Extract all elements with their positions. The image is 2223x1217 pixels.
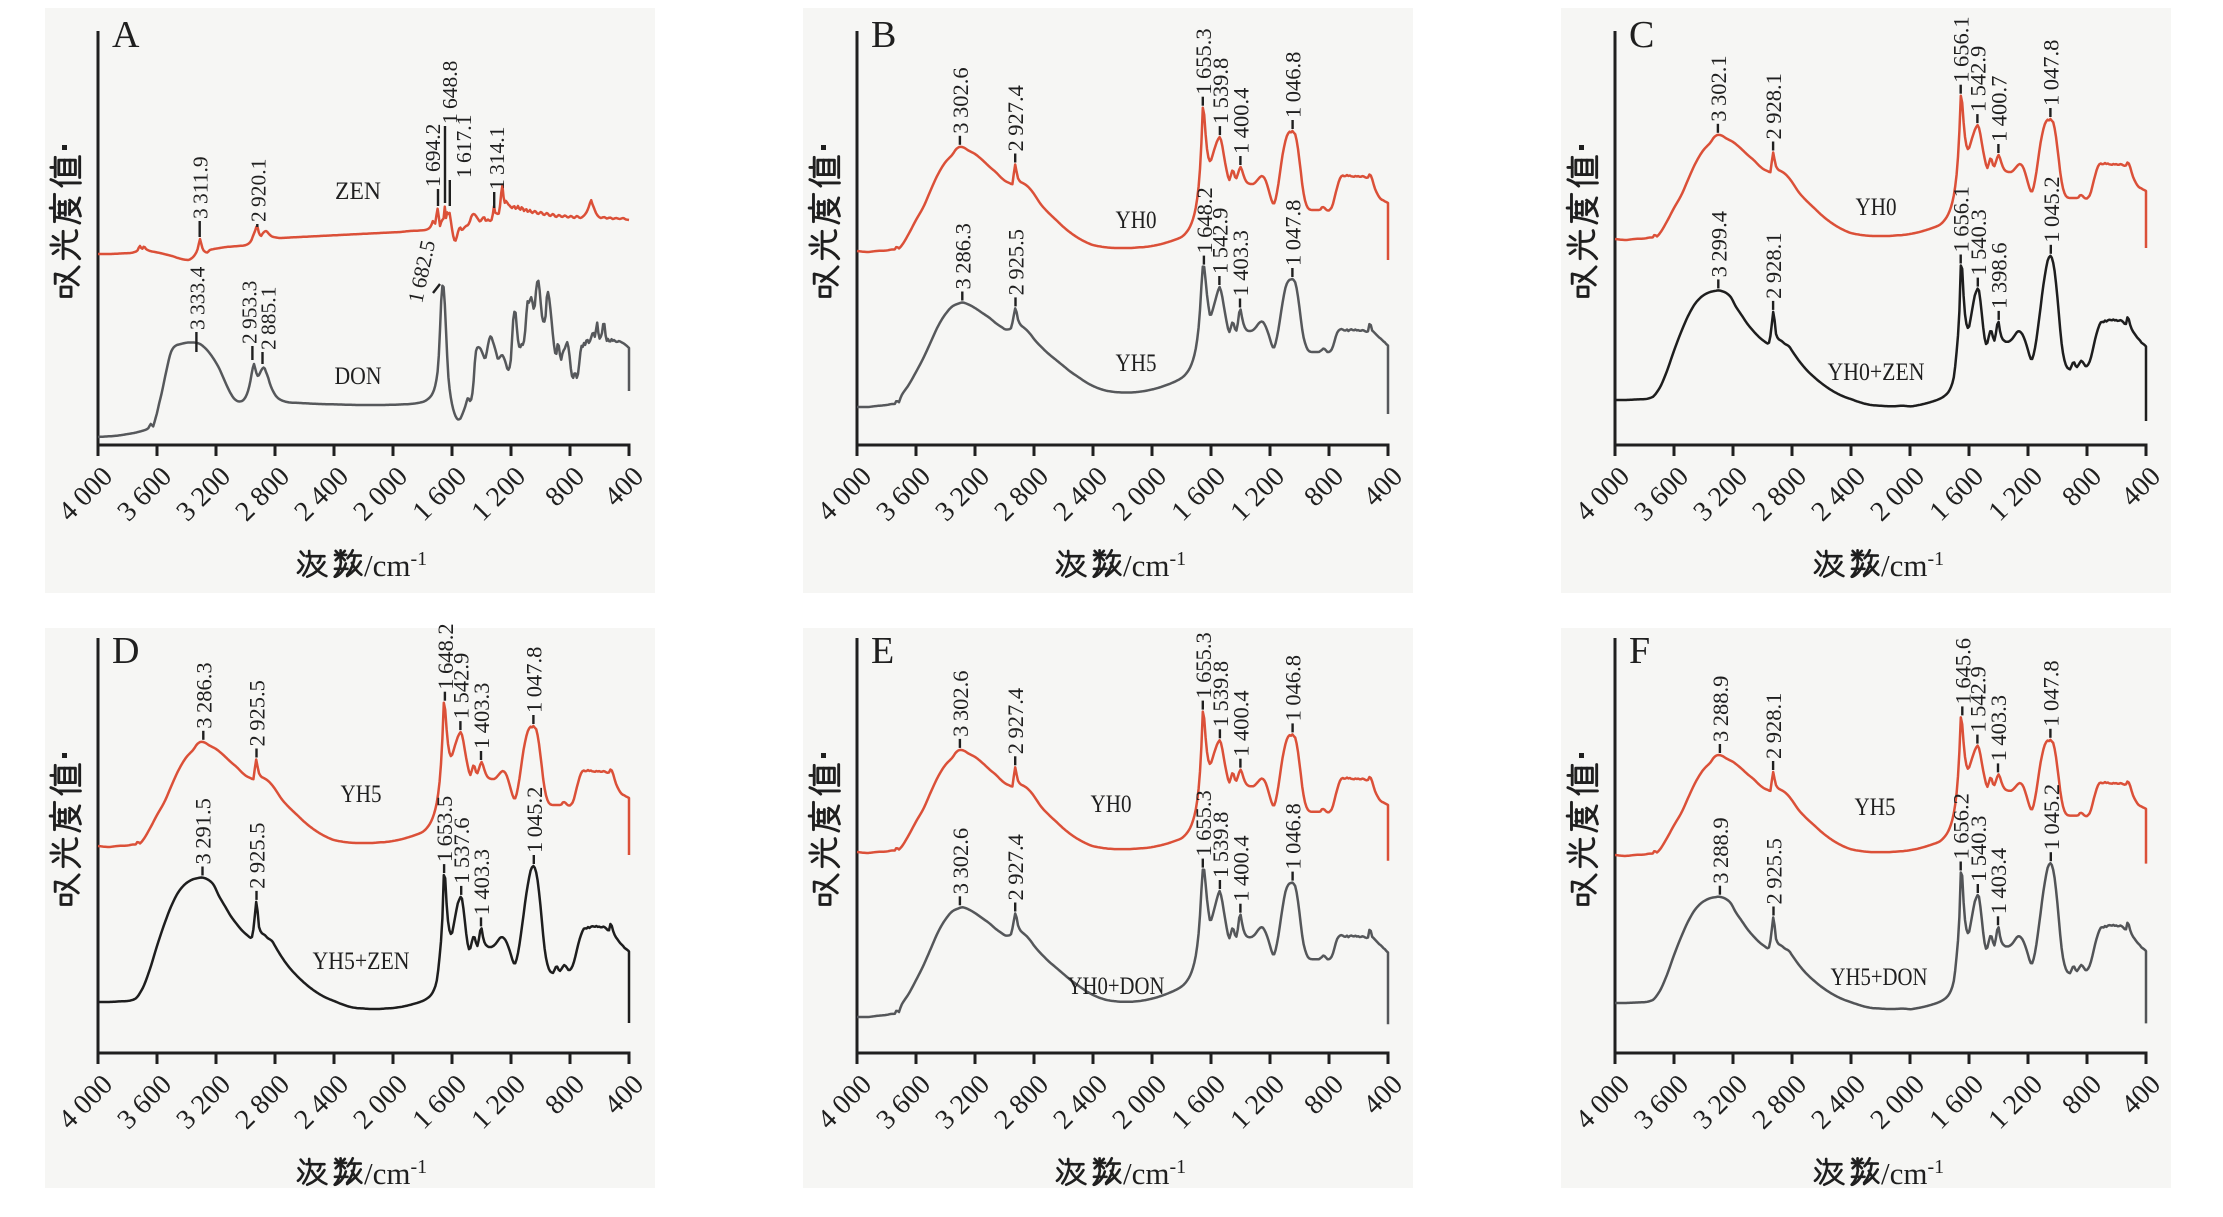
svg-text:DON: DON (335, 363, 382, 390)
svg-text:1 648.2: 1 648.2 (1192, 187, 1217, 253)
svg-text:1 403.3: 1 403.3 (469, 849, 494, 915)
svg-text:1 045.2: 1 045.2 (2039, 176, 2064, 242)
svg-text:1 540.3: 1 540.3 (1966, 816, 1991, 882)
svg-text:2 953.3: 2 953.3 (237, 281, 261, 344)
svg-text:3 288.9: 3 288.9 (1708, 817, 1733, 883)
svg-text:1 655.3: 1 655.3 (1191, 632, 1216, 698)
svg-text:1 400.4: 1 400.4 (1228, 690, 1253, 756)
svg-text:1 653.5: 1 653.5 (432, 796, 457, 862)
svg-text:YH0: YH0 (1856, 194, 1897, 221)
svg-text:2 928.1: 2 928.1 (1761, 73, 1786, 139)
svg-text:1 539.8: 1 539.8 (1208, 812, 1233, 878)
svg-text:1 648.8: 1 648.8 (438, 61, 462, 124)
svg-text:YH0: YH0 (1091, 791, 1132, 818)
svg-text:2 925.5: 2 925.5 (1762, 838, 1787, 904)
svg-text:2 927.4: 2 927.4 (1003, 85, 1028, 151)
svg-text:1 400.4: 1 400.4 (1228, 835, 1253, 901)
svg-text:1 537.6: 1 537.6 (449, 818, 474, 884)
svg-text:D: D (112, 630, 139, 672)
svg-text:YH5+ZEN: YH5+ZEN (313, 948, 410, 975)
svg-text:1 617.1: 1 617.1 (452, 115, 476, 178)
svg-text:1 648.2: 1 648.2 (433, 623, 458, 689)
svg-text:1 539.8: 1 539.8 (1208, 58, 1233, 124)
svg-text:3 333.4: 3 333.4 (185, 266, 209, 330)
svg-text:C: C (1629, 14, 1654, 56)
svg-text:3 302.6: 3 302.6 (948, 67, 973, 133)
svg-text:1 045.2: 1 045.2 (2039, 784, 2064, 850)
svg-text:ZEN: ZEN (335, 178, 381, 205)
svg-text:YH0+DON: YH0+DON (1068, 973, 1165, 1000)
svg-text:2 927.4: 2 927.4 (1003, 834, 1028, 900)
svg-text:YH0+ZEN: YH0+ZEN (1828, 359, 1925, 386)
svg-text:1 047.8: 1 047.8 (1280, 200, 1305, 266)
svg-text:3 288.9: 3 288.9 (1708, 676, 1733, 742)
svg-text:2 925.5: 2 925.5 (245, 680, 270, 746)
svg-text:1 542.9: 1 542.9 (1965, 46, 1990, 112)
svg-text:1 542.9: 1 542.9 (448, 653, 473, 719)
svg-text:1 400.4: 1 400.4 (1228, 88, 1253, 154)
svg-text:1 400.7: 1 400.7 (1986, 76, 2011, 142)
svg-text:2 920.1: 2 920.1 (246, 159, 270, 222)
svg-text:3 302.1: 3 302.1 (1706, 55, 1731, 121)
svg-text:3 286.3: 3 286.3 (950, 223, 975, 289)
svg-text:2 928.1: 2 928.1 (1761, 693, 1786, 759)
svg-text:1 539.8: 1 539.8 (1208, 661, 1233, 727)
svg-text:1 645.6: 1 645.6 (1950, 638, 1975, 704)
svg-text:2 928.1: 2 928.1 (1761, 233, 1786, 299)
svg-text:1 398.6: 1 398.6 (1987, 243, 2012, 309)
svg-text:1 314.1: 1 314.1 (485, 127, 509, 190)
svg-text:YH0: YH0 (1116, 207, 1157, 234)
svg-text:1 403.3: 1 403.3 (1228, 230, 1253, 296)
svg-text:1 047.8: 1 047.8 (2038, 660, 2063, 726)
svg-text:1 403.3: 1 403.3 (1986, 695, 2011, 761)
svg-text:1 046.8: 1 046.8 (1281, 655, 1306, 721)
svg-text:E: E (871, 630, 894, 672)
svg-text:1 046.8: 1 046.8 (1281, 52, 1306, 118)
svg-text:/cm-1: /cm-1 (364, 548, 427, 583)
svg-text:1 403.4: 1 403.4 (1986, 848, 2011, 914)
svg-text:1 542.9: 1 542.9 (1965, 666, 1990, 732)
svg-text:1 655.3: 1 655.3 (1191, 790, 1216, 856)
svg-text:1 540.3: 1 540.3 (1966, 209, 1991, 275)
svg-text:3 302.6: 3 302.6 (948, 671, 973, 737)
svg-text:YH5: YH5 (341, 781, 382, 808)
svg-text:YH5: YH5 (1116, 350, 1157, 377)
svg-text:3 311.9: 3 311.9 (189, 156, 213, 219)
svg-text:3 286.3: 3 286.3 (191, 662, 216, 728)
svg-text:2 927.4: 2 927.4 (1003, 688, 1028, 754)
svg-text:1 655.3: 1 655.3 (1191, 28, 1216, 94)
svg-text:1 046.8: 1 046.8 (1281, 803, 1306, 869)
svg-text:YH5+DON: YH5+DON (1831, 964, 1928, 991)
svg-text:1 403.3: 1 403.3 (469, 683, 494, 749)
svg-text:YH5: YH5 (1855, 794, 1896, 821)
svg-text:1 694.2: 1 694.2 (421, 124, 445, 187)
svg-text:2 925.5: 2 925.5 (245, 823, 270, 889)
svg-text:1 047.8: 1 047.8 (2038, 40, 2063, 106)
svg-text:1 542.9: 1 542.9 (1207, 208, 1232, 274)
svg-text:A: A (112, 14, 140, 56)
svg-text:1 656.1: 1 656.1 (1949, 16, 1974, 82)
svg-text:3 291.5: 3 291.5 (191, 798, 216, 864)
svg-text:B: B (871, 14, 896, 56)
svg-text:3 299.4: 3 299.4 (1706, 211, 1731, 277)
svg-text:1 047.8: 1 047.8 (521, 647, 546, 713)
svg-text:1 656.1: 1 656.1 (1949, 186, 1974, 252)
svg-text:2 925.5: 2 925.5 (1004, 229, 1029, 295)
svg-text:1 045.2: 1 045.2 (522, 787, 547, 853)
svg-text:2 885.1: 2 885.1 (257, 287, 281, 350)
svg-text:1 656.2: 1 656.2 (1949, 793, 1974, 859)
svg-text:F: F (1629, 630, 1650, 672)
svg-text:3 302.6: 3 302.6 (948, 828, 973, 894)
